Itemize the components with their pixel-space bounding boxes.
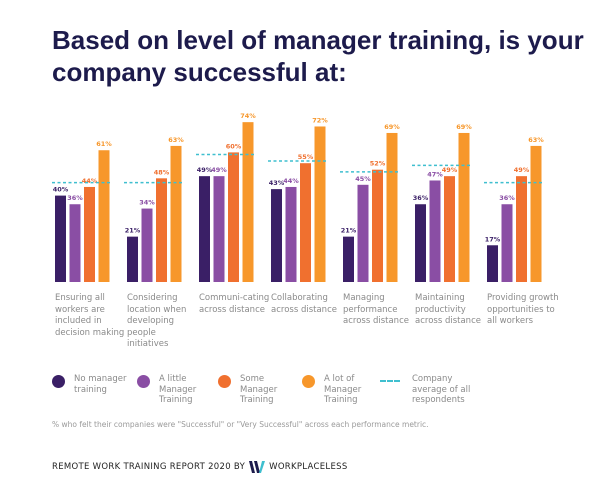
data-label: 36%	[413, 194, 429, 202]
footer: REMOTE WORK TRAINING REPORT 2020 BY WORK…	[52, 461, 348, 473]
legend-item: Some Manager Training	[218, 374, 298, 406]
bar	[127, 236, 138, 282]
category-label: Considering location when developing peo…	[127, 293, 187, 349]
data-label: 49%	[211, 166, 227, 174]
bar	[501, 204, 513, 282]
bar	[415, 204, 426, 282]
bar	[314, 126, 326, 282]
legend-dashed-line-icon	[380, 380, 400, 382]
bar	[213, 176, 225, 282]
bar	[386, 132, 398, 282]
data-label: 43%	[269, 179, 285, 187]
bar	[228, 152, 239, 282]
bar	[285, 186, 297, 282]
legend-dot-icon	[218, 375, 231, 388]
bar	[55, 195, 66, 282]
bar	[199, 176, 210, 282]
category-label: Collaborating across distance	[271, 293, 337, 315]
data-label: 49%	[442, 166, 458, 174]
data-label: 63%	[528, 136, 544, 144]
data-label: 63%	[168, 136, 184, 144]
category-label: Ensuring all workers are included in dec…	[55, 293, 125, 338]
data-label: 61%	[96, 140, 112, 148]
bar	[98, 150, 110, 282]
category-label: Communi-cating across distance	[199, 293, 270, 315]
bar	[429, 180, 441, 282]
data-label: 36%	[499, 194, 515, 202]
data-label: 69%	[456, 123, 472, 131]
legend-label: Company average of all respondents	[412, 374, 471, 405]
workplaceless-logo-icon	[249, 461, 266, 473]
legend-dot-icon	[137, 375, 150, 388]
legend-label: Some Manager Training	[240, 374, 278, 405]
footer-text: REMOTE WORK TRAINING REPORT 2020 BY	[52, 462, 246, 472]
data-label: 21%	[125, 227, 141, 235]
bar	[487, 245, 498, 282]
bar	[343, 236, 354, 282]
bar	[530, 145, 542, 282]
footnote: % who felt their companies were "Success…	[52, 420, 429, 429]
footer-brand: WORKPLACELESS	[269, 462, 348, 472]
bar	[458, 132, 470, 282]
data-label: 48%	[154, 168, 170, 176]
category-label: Maintaining productivity across distance	[415, 293, 481, 326]
chart-title: Based on level of manager training, is y…	[52, 25, 584, 87]
bar	[141, 208, 153, 282]
legend-item: A lot of Manager Training	[302, 374, 382, 406]
legend-dot-icon	[52, 375, 65, 388]
bar	[69, 204, 81, 282]
data-label: 34%	[139, 199, 155, 207]
data-label: 17%	[485, 235, 501, 243]
data-label: 55%	[298, 153, 314, 161]
data-label: 74%	[240, 112, 256, 120]
data-label: 49%	[197, 166, 213, 174]
legend-label: A lot of Manager Training	[324, 374, 362, 405]
bar	[516, 176, 527, 282]
data-label: 45%	[355, 175, 371, 183]
data-label: 44%	[82, 177, 98, 185]
legend-item: No manager training	[52, 374, 132, 395]
data-label: 72%	[312, 116, 328, 124]
category-label: Providing growth opportunities to all wo…	[487, 293, 559, 326]
data-label: 60%	[226, 142, 242, 150]
bar-chart: 40%36%44%61%21%34%48%63%49%49%60%74%43%4…	[52, 112, 545, 282]
legend-label: A little Manager Training	[159, 374, 197, 405]
data-label: 40%	[53, 186, 69, 194]
data-label: 69%	[384, 123, 400, 131]
data-label: 47%	[427, 170, 443, 178]
bar	[271, 189, 282, 282]
bar	[300, 163, 311, 282]
data-label: 21%	[341, 227, 357, 235]
bar	[170, 145, 182, 282]
bar	[156, 178, 167, 282]
data-label: 44%	[283, 177, 299, 185]
bar	[242, 122, 254, 282]
category-label: Managing performance across distance	[343, 293, 409, 326]
data-label: 36%	[67, 194, 83, 202]
legend-item: A little Manager Training	[137, 374, 217, 406]
bar	[84, 186, 95, 282]
data-label: 52%	[370, 160, 386, 168]
bar	[357, 184, 369, 282]
legend-label: No manager training	[74, 374, 127, 395]
legend-dot-icon	[302, 375, 315, 388]
legend-item: Company average of all respondents	[380, 374, 482, 406]
bar	[444, 176, 455, 282]
bar	[372, 169, 383, 282]
data-label: 49%	[514, 166, 530, 174]
